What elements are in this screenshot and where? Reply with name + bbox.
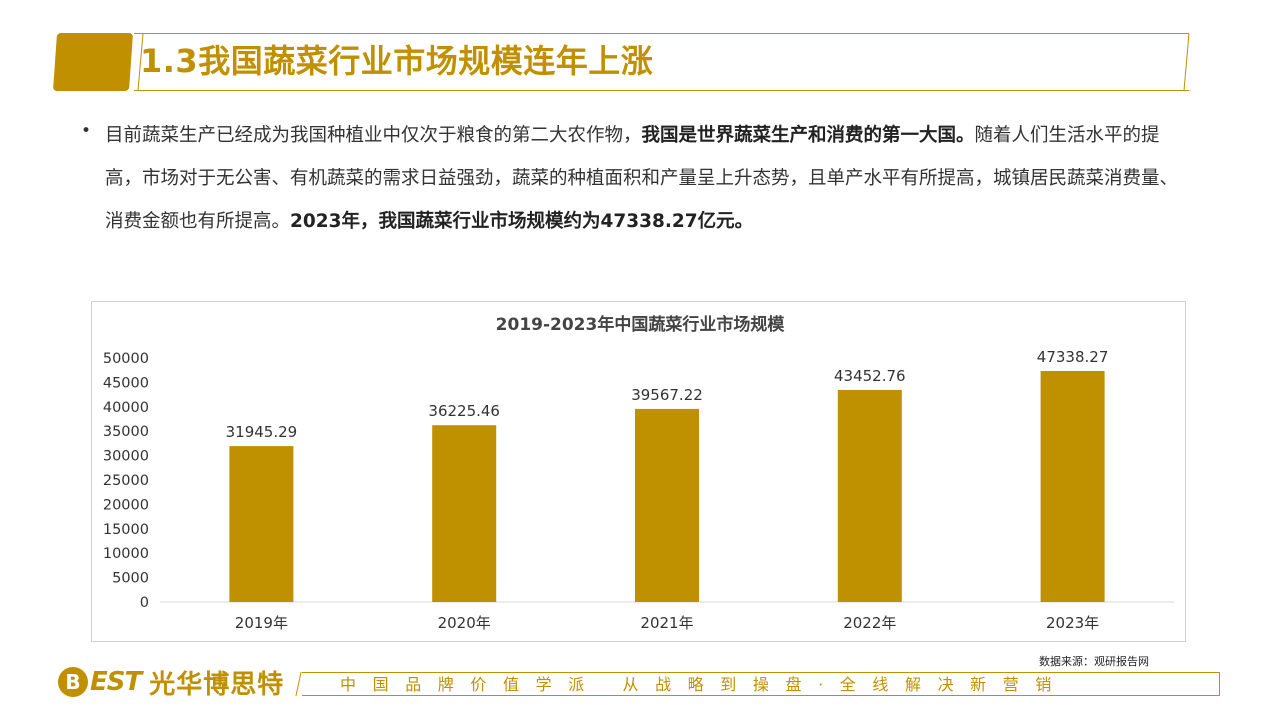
y-tick-label: 5000 <box>112 571 149 587</box>
bar <box>837 389 902 602</box>
body-text-normal-1: 目前蔬菜生产已经成为我国种植业中仅次于粮食的第二大农作物， <box>105 125 642 146</box>
bar-chart: 2019-2023年中国蔬菜行业市场规模 0 5000 10000 15000 2000… <box>91 301 1186 642</box>
footer-slogan: 中国品牌价值学派 从战略到操盘·全线解决新营销 <box>340 675 1068 694</box>
y-tick-label: 30000 <box>103 449 149 465</box>
x-tick-label: 2022年 <box>843 614 896 632</box>
bar-value-label: 47338.27 <box>1037 348 1109 366</box>
bar-value-label: 43452.76 <box>834 367 906 385</box>
bar <box>635 408 699 602</box>
chart-canvas: 2019-2023年中国蔬菜行业市场规模 0 5000 10000 15000 2000… <box>103 314 1174 632</box>
slogan-frame <box>302 672 1220 696</box>
bar-value-label: 39567.22 <box>631 386 703 404</box>
bullet-icon: • <box>81 121 92 141</box>
logo-en: EST <box>90 667 142 697</box>
x-tick-label: 2020年 <box>438 614 491 632</box>
page-title: 1.3我国蔬菜行业市场规模连年上涨 <box>140 42 654 80</box>
x-tick-label: 2021年 <box>640 614 693 632</box>
y-tick-label: 40000 <box>103 400 149 416</box>
y-tick-label: 25000 <box>103 473 149 489</box>
logo-cn: 光华博思特 <box>149 669 285 700</box>
y-tick-label: 50000 <box>103 351 149 367</box>
brand-logo: B EST 光华博思特 <box>58 662 284 702</box>
y-tick-label: 20000 <box>103 497 149 513</box>
body-text-bold-1: 我国是世界蔬菜生产和消费的第一大国。 <box>641 125 975 146</box>
title-frame <box>134 33 1189 91</box>
data-source: 数据来源：观研报告网 <box>1039 655 1149 668</box>
x-tick-label: 2023年 <box>1046 614 1099 632</box>
x-tick-label: 2019年 <box>235 614 288 632</box>
body-paragraph: 目前蔬菜生产已经成为我国种植业中仅次于粮食的第二大农作物，我国是世界蔬菜生产和消… <box>105 114 1195 243</box>
bar-value-label: 31945.29 <box>226 423 298 441</box>
y-tick-label: 45000 <box>103 375 149 391</box>
body-text-normal-2: 随着人们生活水平的提高，市场对于无公害、有机蔬菜的需求日益强劲，蔬菜的种植面积和… <box>105 125 1179 232</box>
chart-title: 2019-2023年中国蔬菜行业市场规模 <box>496 314 786 335</box>
logo-mark-icon: B <box>58 667 88 697</box>
bar-value-label: 36225.46 <box>428 402 500 420</box>
y-tick-label: 0 <box>140 595 149 611</box>
title-accent-block <box>52 33 134 91</box>
y-tick-label: 10000 <box>103 546 149 562</box>
bar <box>432 425 497 602</box>
bar <box>229 446 294 602</box>
y-tick-label: 35000 <box>103 424 149 440</box>
bar <box>1040 370 1105 602</box>
body-text-bold-2: 2023年，我国蔬菜行业市场规模约为47338.27亿元。 <box>290 211 754 232</box>
y-tick-label: 15000 <box>103 522 149 538</box>
